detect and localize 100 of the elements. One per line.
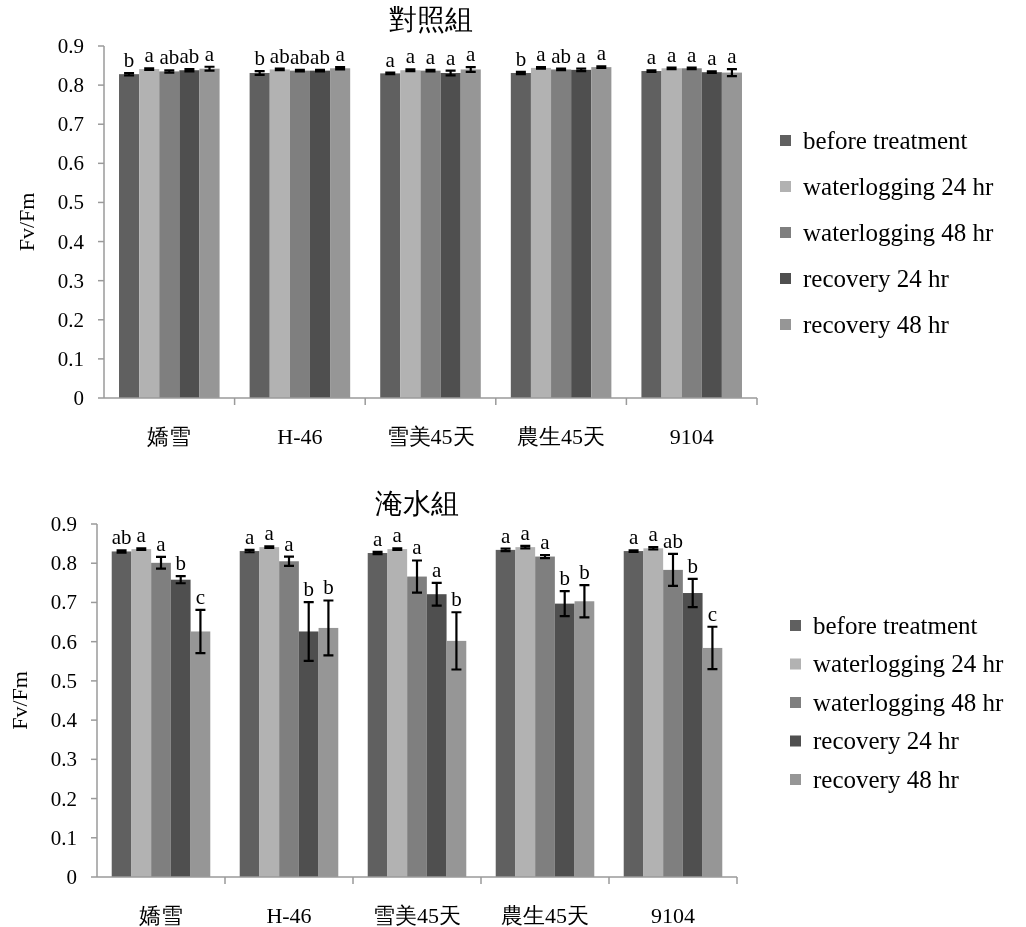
data-label: b <box>579 560 590 585</box>
data-label: a <box>466 42 477 67</box>
data-label: c <box>707 601 718 626</box>
x-tick-label: 嬌雪 <box>139 903 183 927</box>
data-label: a <box>405 44 416 69</box>
y-tick-label: 0.4 <box>50 708 78 733</box>
y-tick-label: 0.7 <box>50 590 77 615</box>
data-label: ab <box>111 525 132 550</box>
data-label: ab <box>179 44 200 69</box>
data-label: ab <box>551 43 572 68</box>
data-label: b <box>303 577 314 602</box>
bar <box>407 576 427 877</box>
y-tick-label: 0.6 <box>50 629 77 654</box>
legend-label: waterlogging 48 hr <box>803 218 994 246</box>
data-label: a <box>204 41 215 66</box>
data-label: b <box>123 47 135 72</box>
y-axis-title: Fv/Fm <box>13 192 39 252</box>
data-label: a <box>264 521 275 546</box>
data-label: a <box>648 522 659 547</box>
data-label: a <box>707 46 718 71</box>
data-label: ab <box>159 45 180 70</box>
x-tick-label: H-46 <box>277 424 323 449</box>
data-label: a <box>540 529 551 554</box>
bar <box>367 553 388 877</box>
data-label: a <box>576 43 587 68</box>
bar <box>151 562 171 877</box>
y-axis-title: Fv/Fm <box>6 671 32 730</box>
x-tick-label: 9104 <box>669 424 714 449</box>
data-label: c <box>195 584 206 609</box>
data-label: a <box>445 45 456 70</box>
y-tick-label: 0.9 <box>50 512 77 536</box>
data-label: a <box>284 531 295 556</box>
legend-label: recovery 48 hr <box>803 310 950 338</box>
chart-title: 淹水組 <box>375 488 459 519</box>
data-label: ab <box>269 43 290 68</box>
data-label: b <box>559 566 570 591</box>
data-label: b <box>515 46 527 71</box>
y-tick-label: 0.3 <box>57 268 84 293</box>
data-label: a <box>520 520 531 545</box>
legend-label: before treatment <box>813 611 978 639</box>
y-tick-label: 0.8 <box>50 551 77 576</box>
bar <box>131 549 152 877</box>
y-tick-label: 0 <box>73 386 84 410</box>
data-label: a <box>412 535 423 560</box>
y-tick-label: 0.8 <box>57 73 84 98</box>
data-label: a <box>136 523 147 548</box>
x-tick-label: H-46 <box>266 903 312 927</box>
bar <box>111 551 132 877</box>
legend-label: recovery 24 hr <box>813 727 960 754</box>
data-label: b <box>687 553 698 578</box>
legend-label: recovery 24 hr <box>803 264 950 292</box>
bar <box>643 548 664 877</box>
data-label: a <box>144 43 155 68</box>
data-label: b <box>254 46 265 71</box>
data-label: a <box>687 42 698 67</box>
bar <box>495 549 516 877</box>
data-label: a <box>646 45 657 70</box>
bar <box>239 551 260 877</box>
bar <box>554 603 575 877</box>
data-label: a <box>500 523 511 548</box>
bar <box>170 579 191 877</box>
data-label: a <box>666 42 677 67</box>
bar <box>426 594 447 877</box>
legend-label: waterlogging 24 hr <box>813 650 1004 677</box>
x-tick-label: 農生45天 <box>501 903 589 927</box>
data-label: b <box>175 551 186 576</box>
y-tick-label: 0.5 <box>50 668 77 693</box>
legend-label: recovery 48 hr <box>813 765 960 793</box>
y-tick-label: 0.1 <box>57 346 84 371</box>
chart-title: 對照組 <box>388 4 473 35</box>
legend-label: waterlogging 48 hr <box>813 688 1004 716</box>
bar <box>682 593 703 877</box>
y-tick-label: 0 <box>66 865 77 889</box>
y-tick-label: 0.4 <box>57 229 85 254</box>
data-label: a <box>432 557 443 582</box>
x-tick-label: 農生45天 <box>517 424 606 449</box>
bar <box>663 569 683 877</box>
data-label: ab <box>310 44 330 69</box>
data-label: ab <box>289 44 310 69</box>
data-label: a <box>425 44 436 69</box>
data-label: a <box>596 41 607 66</box>
bar <box>387 549 408 877</box>
bar <box>535 556 555 877</box>
bar <box>259 547 280 877</box>
data-label: a <box>727 44 738 69</box>
y-tick-label: 0.1 <box>50 825 77 850</box>
bar <box>623 551 644 877</box>
bar <box>279 561 299 877</box>
data-label: b <box>451 587 462 612</box>
data-label: a <box>536 42 547 67</box>
y-tick-label: 0.5 <box>57 190 84 215</box>
x-tick-label: 雪美45天 <box>373 903 461 927</box>
x-tick-label: 嬌雪 <box>147 424 192 449</box>
data-label: a <box>244 524 255 549</box>
legend-label: before treatment <box>803 126 968 154</box>
data-label: ab <box>663 528 683 553</box>
y-tick-label: 0.6 <box>57 151 84 176</box>
y-tick-label: 0.9 <box>57 34 84 58</box>
y-tick-label: 0.2 <box>50 786 77 811</box>
data-label: a <box>628 525 639 550</box>
